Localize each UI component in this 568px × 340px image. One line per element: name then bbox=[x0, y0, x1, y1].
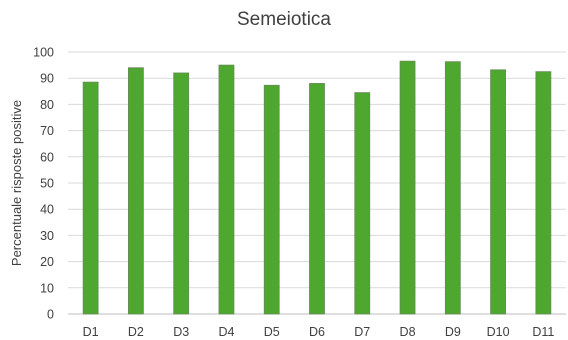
x-tick-label: D7 bbox=[354, 325, 370, 339]
bars bbox=[82, 60, 552, 315]
bar-d10 bbox=[490, 69, 506, 315]
x-tick-label: D1 bbox=[83, 325, 99, 339]
chart-title: Semeiotica bbox=[237, 9, 331, 30]
x-tick-label: D5 bbox=[264, 325, 280, 339]
bar-d7 bbox=[354, 92, 371, 315]
y-tick-label: 100 bbox=[33, 46, 54, 60]
x-tick-label: D3 bbox=[173, 325, 189, 339]
y-tick-label: 0 bbox=[47, 308, 54, 322]
x-tick-label: D4 bbox=[218, 325, 234, 339]
x-tick-label: D11 bbox=[532, 325, 554, 339]
y-tick-label: 10 bbox=[40, 281, 54, 295]
bar-d8 bbox=[399, 60, 416, 315]
bar-d5 bbox=[263, 84, 280, 315]
bar-d2 bbox=[128, 67, 144, 315]
bar-d3 bbox=[173, 72, 190, 315]
y-tick-label: 20 bbox=[40, 255, 54, 269]
y-tick-label: 70 bbox=[40, 124, 54, 138]
x-tick-label: D2 bbox=[128, 325, 144, 339]
bar-d9 bbox=[444, 61, 461, 315]
x-tick-label: D8 bbox=[400, 325, 416, 339]
y-tick-label: 40 bbox=[40, 203, 54, 217]
x-tick-labels: D1 D2 D3 D4 D5 D6 D7 D8 D9 D10 D11 bbox=[83, 325, 555, 339]
y-tick-label: 30 bbox=[40, 229, 54, 243]
y-tick-label: 90 bbox=[40, 72, 54, 86]
x-tick-label: D6 bbox=[309, 325, 325, 339]
y-tick-label: 80 bbox=[40, 98, 54, 112]
bar-d6 bbox=[309, 83, 325, 315]
y-tick-label: 50 bbox=[40, 177, 54, 191]
bar-d11 bbox=[535, 71, 552, 315]
x-tick-label: D9 bbox=[445, 325, 461, 339]
bar-d4 bbox=[218, 64, 235, 315]
y-axis-label: Percentuale risposte positive bbox=[9, 100, 24, 266]
y-tick-label: 60 bbox=[40, 150, 54, 164]
x-tick-label: D10 bbox=[487, 325, 510, 339]
bar-d1 bbox=[82, 81, 99, 315]
y-tick-labels: 0 10 20 30 40 50 60 70 80 90 100 bbox=[33, 46, 54, 322]
